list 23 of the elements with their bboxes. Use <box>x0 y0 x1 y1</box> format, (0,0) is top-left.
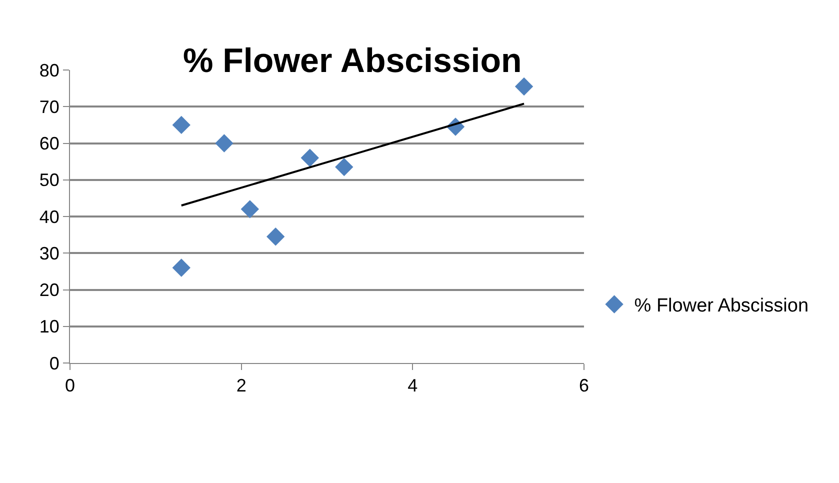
point <box>240 200 259 218</box>
y-tick-label: 10 <box>39 316 60 337</box>
y-tick-label: 70 <box>39 96 60 117</box>
y-tick-label: 20 <box>39 280 60 300</box>
x-tick-label: 4 <box>408 376 418 396</box>
legend-label: % Flower Abscission <box>634 296 809 317</box>
y-tick-label: 40 <box>39 206 60 227</box>
x-tick-label: 2 <box>236 376 246 396</box>
point <box>266 228 285 246</box>
y-tick-label: 60 <box>39 134 60 154</box>
point <box>300 148 319 167</box>
y-tick-label: 30 <box>39 243 60 264</box>
y-tick-label: 0 <box>49 353 60 374</box>
point <box>335 158 354 176</box>
point <box>514 77 534 96</box>
point <box>215 134 234 152</box>
y-tick-label: 80 <box>39 60 60 80</box>
point <box>172 116 190 134</box>
y-tick-label: 50 <box>39 170 60 190</box>
x-tick-label: 6 <box>578 376 590 396</box>
point <box>172 258 190 277</box>
chart-title: % Flower Abscission <box>182 42 522 80</box>
x-tick-label: 0 <box>64 376 76 396</box>
